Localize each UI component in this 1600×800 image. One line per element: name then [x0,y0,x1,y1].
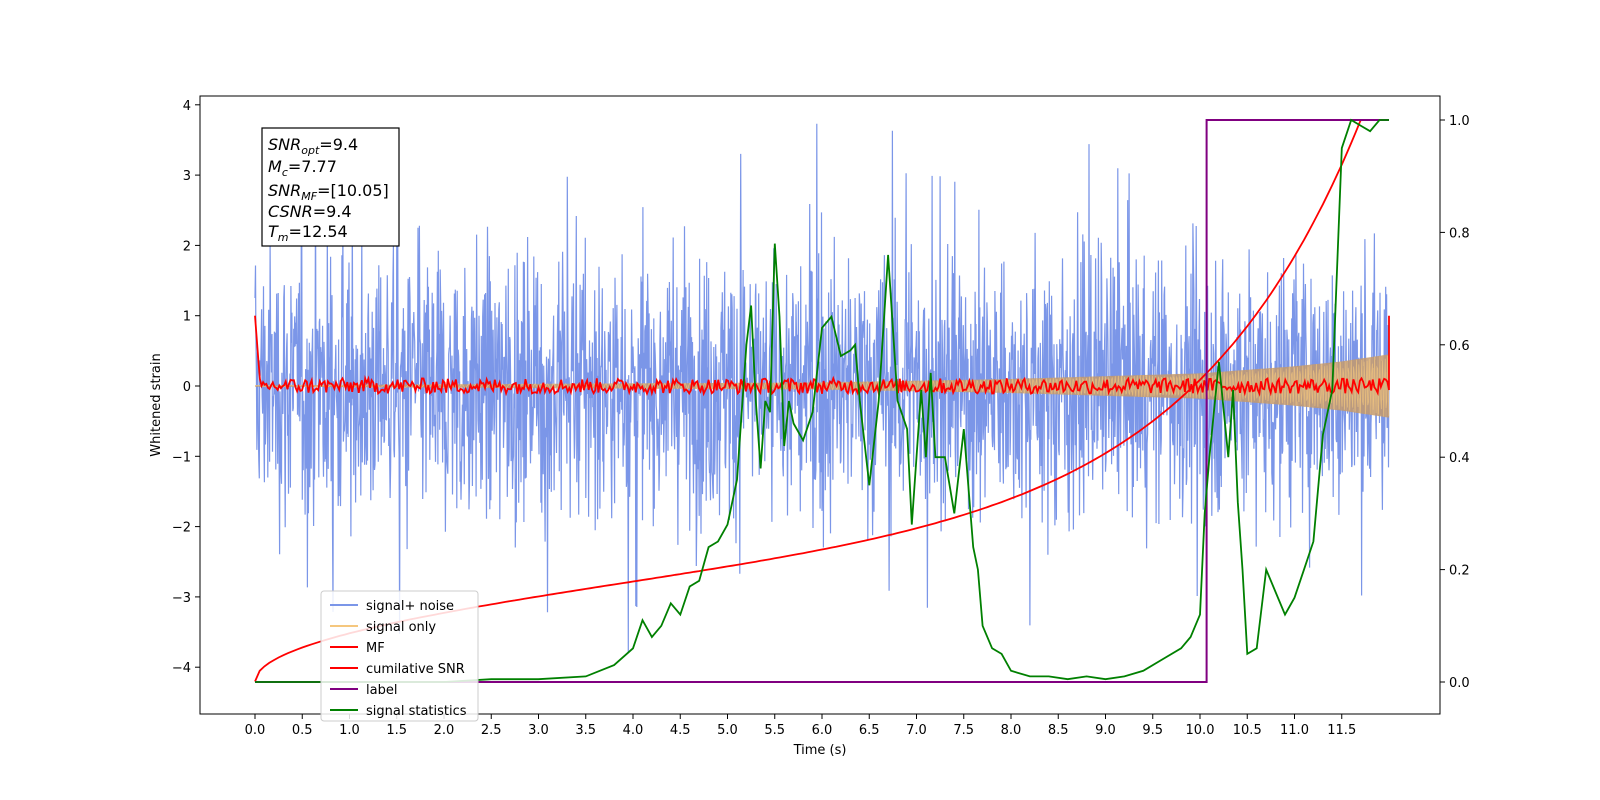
legend-label-signal-only: signal only [366,620,436,635]
x-tick-label: 6.5 [859,723,880,738]
x-tick-label: 3.0 [528,723,549,738]
y-tick-label: −2 [172,521,191,536]
x-tick-label: 11.0 [1280,723,1309,738]
tm-text: Tm=12.54 [268,222,348,244]
mc-text: Mc=7.77 [268,157,337,179]
x-tick-label: 2.0 [434,723,455,738]
info-box: SNRopt=9.4 Mc=7.77 SNRMF=[10.05] CSNR=9.… [261,127,400,247]
x-tick-label: 11.5 [1327,723,1356,738]
x-tick-label: 0.0 [245,723,266,738]
x-tick-label: 8.0 [1001,723,1022,738]
x-tick-label: 8.5 [1048,723,1069,738]
y-tick-label: 0 [183,380,191,395]
csnr-text: CSNR=9.4 [268,202,352,221]
y-tick-label: −3 [172,591,191,606]
y-tick-label: −4 [172,661,191,676]
series-signal-noise [254,123,1390,653]
x-tick-label: 7.0 [906,723,927,738]
y-axis-left: 4 3 2 1 0 −1 −2 −3 −4 [172,99,200,676]
x-tick-label: 0.5 [292,723,313,738]
snr-mf-text: SNRMF=[10.05] [268,181,389,203]
snr-opt-text: SNRopt=9.4 [268,135,358,157]
x-tick-label: 5.0 [717,723,738,738]
y2-tick-label: 0.6 [1449,339,1470,354]
x-axis: 0.0 0.5 1.0 1.5 2.0 2.5 3.0 3.5 4.0 4.5 5.0 5.5 6.0 6… [245,714,1356,738]
y2-tick-label: 0.8 [1449,226,1470,241]
legend-frame [320,590,479,722]
legend: signal+ noise signal only MF cumilative … [320,590,479,722]
x-tick-label: 2.5 [481,723,502,738]
legend-label-cumulative-snr: cumilative SNR [366,662,465,677]
y-axis-right: 1.0 0.8 0.6 0.4 0.2 0.0 [1440,114,1470,691]
x-tick-label: 7.5 [953,723,974,738]
x-tick-label: 9.5 [1142,723,1163,738]
legend-label-mf: MF [366,641,385,656]
series-signal-statistics [255,118,1389,683]
info-box-frame [261,127,400,247]
y-tick-label: 1 [183,310,191,325]
x-tick-label: 5.5 [764,723,785,738]
y2-tick-label: 0.2 [1449,564,1470,579]
legend-label-label: label [366,683,397,698]
x-tick-label: 3.5 [575,723,596,738]
plot-frame [199,95,1441,715]
y-tick-label: −1 [172,450,191,465]
y-tick-label: 3 [183,169,191,184]
y-tick-label: 4 [183,99,191,114]
y2-tick-label: 0.4 [1449,451,1470,466]
x-tick-label: 9.0 [1095,723,1116,738]
x-tick-label: 10.0 [1186,723,1215,738]
legend-label-signal-noise: signal+ noise [366,599,454,614]
x-tick-label: 10.5 [1233,723,1262,738]
series-label [255,119,1389,683]
y-tick-label: 2 [183,239,191,254]
x-tick-label: 1.0 [339,723,360,738]
x-axis-label: Time (s) [793,743,847,758]
series-signal-only-envelope [255,354,1389,418]
legend-label-signal-statistics: signal statistics [366,704,467,719]
y-axis-label: Whitened strain [149,353,164,456]
y2-tick-label: 1.0 [1449,114,1470,129]
series-mf [254,315,1390,397]
x-tick-label: 6.0 [812,723,833,738]
x-tick-label: 1.5 [386,723,407,738]
y2-tick-label: 0.0 [1449,676,1470,691]
x-tick-label: 4.0 [623,723,644,738]
x-tick-label: 4.5 [670,723,691,738]
